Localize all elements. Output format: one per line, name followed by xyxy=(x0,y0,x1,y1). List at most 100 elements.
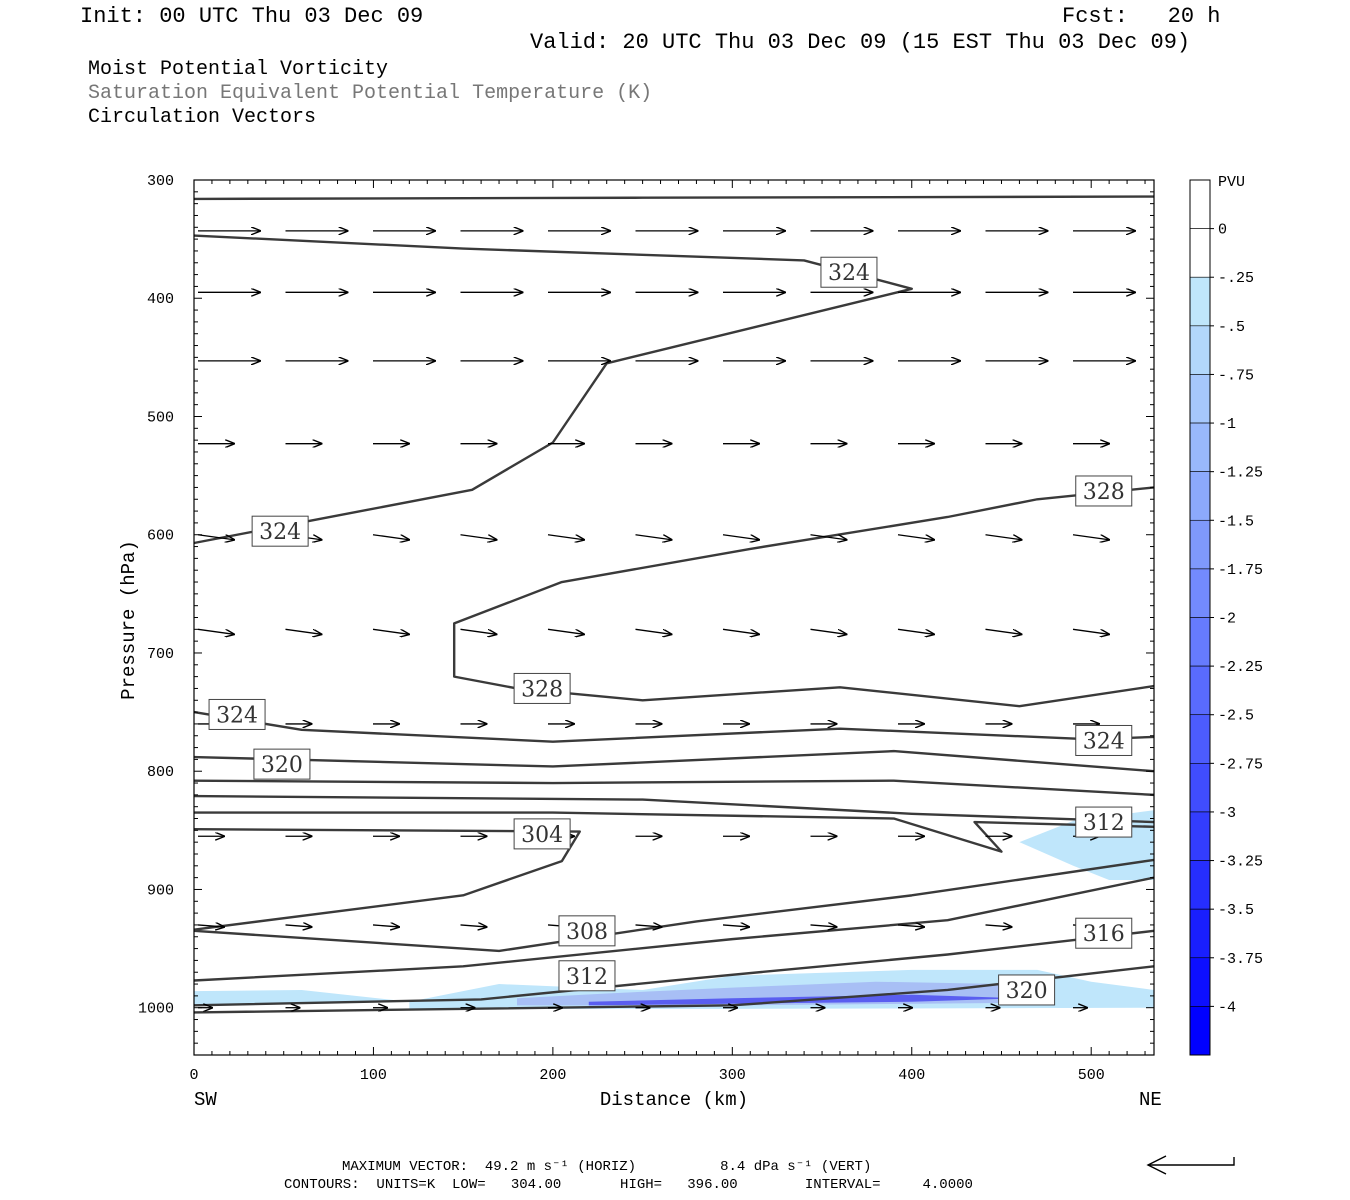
vector-arrow xyxy=(897,534,934,540)
pv-colorbar: 0 -.25 -.5 -.75 -1 -1.25 -1.5 -1.75 -2 -2.25 -2.5 -… xyxy=(1189,179,1263,1056)
vector-arrow xyxy=(460,628,497,634)
contour-324-1 xyxy=(193,195,1155,201)
contour-label-box xyxy=(251,515,309,547)
contour-label-box xyxy=(253,748,311,780)
colorbar-swatch xyxy=(1189,179,1211,229)
vector-arrow xyxy=(810,628,847,634)
vector-arrow xyxy=(197,925,224,927)
colorbar-label: -2.75 xyxy=(1218,756,1263,773)
contour-304-8 xyxy=(193,827,581,931)
y-tick-label: 300 xyxy=(147,173,174,190)
colorbar-swatch xyxy=(1189,276,1211,327)
colorbar-swatch xyxy=(1189,860,1211,910)
contour-316-11 xyxy=(193,929,1155,1007)
vector-arrow xyxy=(372,925,399,927)
contour-label-box xyxy=(820,256,878,288)
vector-arrow xyxy=(1072,628,1109,634)
vector-arrow xyxy=(285,628,322,634)
colorbar-label: -1 xyxy=(1218,416,1236,433)
contour-label-box xyxy=(1075,475,1133,507)
x-tick-label: 400 xyxy=(898,1067,925,1084)
vector-arrow xyxy=(197,628,234,634)
colorbar-label: -3.5 xyxy=(1218,902,1254,919)
contour-324-3 xyxy=(193,710,1155,743)
colorbar-label: -.25 xyxy=(1218,270,1254,287)
theta-es-contours xyxy=(193,195,1155,1014)
contour-label: 304 xyxy=(521,823,563,848)
colorbar-swatch xyxy=(1189,519,1211,570)
contour-label: 324 xyxy=(828,261,870,286)
x-tick-label: 300 xyxy=(719,1067,746,1084)
colorbar-swatch xyxy=(1189,471,1211,521)
vector-arrow xyxy=(897,628,934,634)
contour-label-box xyxy=(998,974,1056,1006)
colorbar-label: -2.5 xyxy=(1218,708,1254,725)
colorbar-label: -1.75 xyxy=(1218,562,1263,579)
valid-time: Valid: 20 UTC Thu 03 Dec 09 (15 EST Thu … xyxy=(530,30,1191,55)
vector-arrow xyxy=(460,534,497,540)
colorbar-label: -2.25 xyxy=(1218,659,1263,676)
contour-label: 324 xyxy=(259,520,301,545)
vector-arrow xyxy=(635,628,672,634)
vector-arrow xyxy=(372,534,409,540)
colorbar-title: PVU xyxy=(1218,174,1245,191)
colorbar-swatch xyxy=(1189,228,1211,278)
vector-arrow xyxy=(985,534,1022,540)
contour-320-4 xyxy=(193,749,1155,773)
vector-arrow xyxy=(635,534,672,540)
contour-info: CONTOURS: UNITS=K LOW= 304.00 HIGH= 396.… xyxy=(284,1177,973,1193)
contour-324-0 xyxy=(193,234,913,545)
vector-arrow xyxy=(722,534,759,540)
reference-vector-arrow xyxy=(1146,1155,1235,1175)
contour-label: 328 xyxy=(1083,480,1125,505)
x-end-left: SW xyxy=(194,1089,217,1111)
contour-308-9 xyxy=(193,858,1155,953)
y-tick-label: 500 xyxy=(147,409,174,426)
contour-label-box xyxy=(558,915,616,947)
colorbar-swatch xyxy=(1189,422,1211,472)
contour-label-box xyxy=(513,818,571,850)
vector-arrow xyxy=(372,628,409,634)
vector-arrow xyxy=(810,925,837,927)
contour-label: 320 xyxy=(1006,979,1048,1004)
colorbar-label: -3 xyxy=(1218,805,1236,822)
colorbar-swatch xyxy=(1189,908,1211,959)
vector-arrow xyxy=(547,534,584,540)
y-tick-label: 1000 xyxy=(138,1001,174,1018)
init-time: Init: 00 UTC Thu 03 Dec 09 xyxy=(80,4,424,29)
x-end-right: NE xyxy=(1139,1089,1162,1111)
y-axis-label: Pressure (hPa) xyxy=(118,540,140,700)
y-tick-label: 600 xyxy=(147,528,174,545)
contour-label-box xyxy=(1075,917,1133,949)
max-vector-note: MAXIMUM VECTOR: 49.2 m s⁻¹ (HORIZ) 8.4 d… xyxy=(342,1159,872,1175)
colorbar-label: 0 xyxy=(1218,222,1227,239)
colorbar-label: -.5 xyxy=(1218,319,1245,336)
vector-arrow xyxy=(1072,534,1109,540)
colorbar-label: -4 xyxy=(1218,999,1236,1016)
colorbar-swatch xyxy=(1189,617,1211,667)
contour-label: 328 xyxy=(521,677,563,702)
y-tick-label: 700 xyxy=(147,646,174,663)
colorbar-swatch xyxy=(1189,811,1211,861)
forecast-hour: Fcst: 20 h xyxy=(1062,4,1221,29)
contour-label: 312 xyxy=(1083,811,1125,836)
contour-label: 320 xyxy=(261,753,303,778)
y-tick-label: 800 xyxy=(147,764,174,781)
x-tick-label: 0 xyxy=(189,1067,198,1084)
vector-arrow xyxy=(985,925,1012,927)
colorbar-label: -2 xyxy=(1218,611,1236,628)
y-tick-label: 400 xyxy=(147,291,174,308)
colorbar-swatch xyxy=(1189,714,1211,764)
contour-316-5 xyxy=(193,779,1155,797)
colorbar-swatch xyxy=(1189,325,1211,375)
contour-label-box xyxy=(1075,806,1133,838)
colorbar-label: -3.75 xyxy=(1218,951,1263,968)
vector-arrow xyxy=(897,925,924,927)
contour-312-7 xyxy=(194,811,1155,853)
vector-arrow xyxy=(197,534,234,540)
vector-arrow xyxy=(722,925,749,927)
contour-label: 324 xyxy=(1083,729,1125,754)
contour-label-box xyxy=(558,960,616,992)
